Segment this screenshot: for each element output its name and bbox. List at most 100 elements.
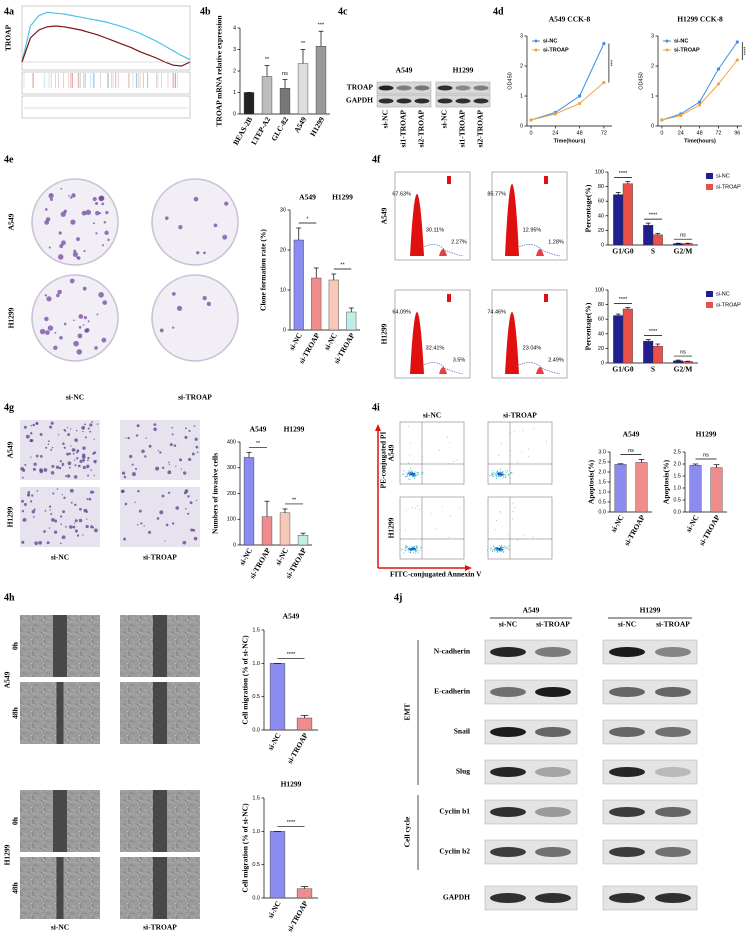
- colony: [83, 315, 88, 320]
- event: [416, 505, 418, 507]
- cell: [87, 459, 89, 462]
- event: [408, 471, 410, 473]
- protein-label: Snail: [454, 727, 470, 736]
- axis-label: FITC-conjugated Annexin V: [390, 570, 482, 579]
- scatter-frame: [487, 421, 553, 485]
- row-label: H1299: [6, 506, 15, 527]
- bar: [279, 87, 291, 115]
- s-phase: [516, 362, 561, 375]
- event: [415, 474, 417, 476]
- event: [500, 545, 502, 547]
- colony: [159, 328, 164, 333]
- colony: [85, 209, 92, 216]
- cell: [21, 510, 25, 513]
- cell: [148, 444, 152, 448]
- legend-marker: [534, 39, 538, 43]
- g2-peak: [439, 249, 447, 256]
- colony: [107, 238, 110, 242]
- cell: [62, 510, 65, 514]
- row-label: A549: [6, 441, 15, 458]
- error-bar: [296, 227, 302, 240]
- cell: [121, 471, 126, 475]
- y-tick-label: 60: [598, 199, 604, 205]
- colony: [78, 314, 84, 319]
- cell: [184, 435, 188, 439]
- cell: [75, 429, 78, 432]
- event: [416, 550, 418, 552]
- cell: [129, 454, 133, 459]
- row-label: H1299: [7, 307, 16, 328]
- lane-label: si1-TROAP: [458, 110, 467, 148]
- x-tick-label: si-TROAP: [285, 731, 310, 765]
- event: [496, 474, 498, 476]
- x-tick-label: G2/M: [674, 247, 693, 256]
- event: [522, 429, 524, 431]
- event: [493, 476, 495, 478]
- event: [422, 473, 424, 475]
- colony: [203, 251, 206, 255]
- cell: [63, 446, 66, 449]
- event: [500, 512, 502, 514]
- x-tick-label: si-NC: [609, 513, 626, 533]
- y-tick-label: 2: [233, 68, 236, 74]
- colony: [202, 295, 207, 301]
- cell: [173, 444, 177, 447]
- event: [498, 550, 500, 552]
- event: [502, 472, 504, 474]
- x-tick-label: si-NC: [266, 731, 283, 751]
- cell: [22, 519, 24, 521]
- cell: [44, 509, 47, 512]
- colony: [98, 292, 104, 298]
- event: [416, 547, 418, 549]
- cell: [55, 465, 60, 469]
- event: [401, 548, 403, 550]
- event: [502, 547, 504, 549]
- y-tick-label: 30: [280, 207, 286, 213]
- blot-band: [437, 85, 453, 91]
- line: [21, 25, 191, 67]
- cell: [76, 457, 79, 460]
- event: [421, 456, 423, 458]
- colony: [176, 305, 183, 311]
- cell: [81, 455, 86, 459]
- event: [411, 471, 413, 473]
- event: [498, 472, 500, 474]
- col-label: si-NC: [51, 553, 69, 562]
- blot-band: [609, 893, 645, 903]
- event: [493, 550, 495, 552]
- y-tick-label: 3: [233, 47, 236, 53]
- event: [512, 511, 514, 513]
- y-tick-label: 2: [651, 63, 654, 69]
- cell: [159, 451, 162, 454]
- event: [404, 475, 406, 477]
- cell: [195, 445, 199, 449]
- event: [408, 478, 410, 480]
- colony: [92, 222, 95, 225]
- y-tick-label: 200: [227, 491, 236, 497]
- cell: [50, 421, 54, 425]
- event: [507, 534, 509, 535]
- point: [716, 67, 721, 71]
- x-tick-label: 72: [715, 130, 721, 136]
- event: [523, 534, 525, 536]
- event: [504, 545, 506, 547]
- y-tick-label: 0: [233, 542, 236, 548]
- event: [500, 475, 502, 477]
- colony: [87, 320, 90, 323]
- blot-band: [490, 807, 526, 817]
- event: [509, 472, 511, 474]
- cell: [74, 503, 77, 507]
- legend-marker: [665, 48, 669, 52]
- group-label: H1299: [284, 425, 305, 434]
- x-tick-label: G2/M: [674, 365, 693, 374]
- cell: [161, 494, 165, 498]
- bar: [297, 535, 309, 546]
- event: [486, 549, 488, 551]
- event: [409, 475, 411, 477]
- event: [496, 520, 498, 522]
- cell: [171, 433, 174, 436]
- event: [500, 545, 502, 547]
- error-bar: [615, 313, 621, 316]
- event: [413, 476, 415, 478]
- event: [412, 548, 414, 550]
